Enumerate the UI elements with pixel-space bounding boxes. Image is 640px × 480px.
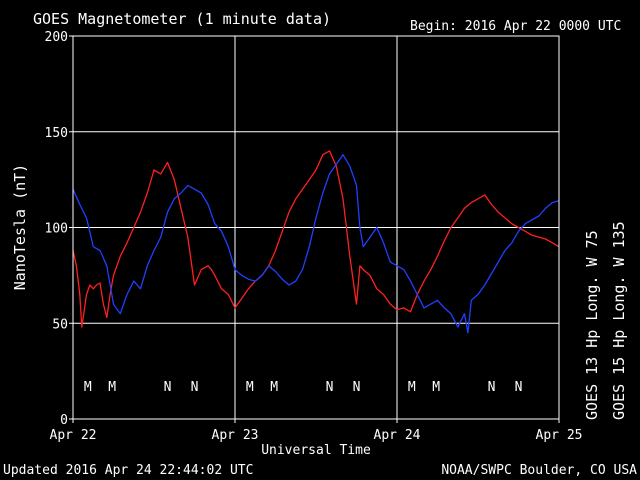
series-line-goes13 [72, 150, 560, 328]
legend-goes15: GOES 15 Hp Long. W 135 [610, 221, 628, 420]
y-tick-label: 200 [45, 30, 68, 45]
legend-goes13: GOES 13 Hp Long. W 75 [583, 230, 601, 420]
x-tick-label: Apr 24 [374, 428, 421, 443]
plot-frame [72, 35, 560, 420]
credit: NOAA/SWPC Boulder, CO USA [441, 463, 637, 478]
annotation-m: M [270, 380, 278, 395]
x-tick-labels: Apr 22 Apr 23 Apr 24 Apr 25 [50, 428, 583, 443]
annotation-n: N [488, 380, 496, 395]
chart-title: GOES Magnetometer (1 minute data) [33, 10, 331, 28]
y-tick-label: 150 [45, 126, 68, 141]
x-axis-label: Universal Time [261, 443, 371, 458]
y-tick-label: 100 [45, 222, 68, 237]
y-tick-labels: 0 50 100 150 200 [45, 30, 68, 428]
y-tick-label: 50 [52, 317, 68, 332]
annotation-m: M [408, 380, 416, 395]
annotation-n: N [191, 380, 199, 395]
annotation-n: N [353, 380, 361, 395]
annotation-m: M [108, 380, 116, 395]
grid-lines [69, 35, 560, 423]
x-tick-label: Apr 22 [50, 428, 97, 443]
updated-timestamp: Updated 2016 Apr 24 22:44:02 UTC [3, 463, 253, 478]
annotation-n: N [515, 380, 523, 395]
x-tick-label: Apr 25 [536, 428, 583, 443]
annotation-m: M [432, 380, 440, 395]
x-tick-label: Apr 23 [212, 428, 259, 443]
series-line-goes15 [72, 154, 560, 334]
series-lines [72, 150, 560, 334]
annotation-m: M [246, 380, 254, 395]
y-axis-label: NanoTesla (nT) [11, 164, 29, 290]
y-tick-label: 0 [60, 413, 68, 428]
annotation-m: M [84, 380, 92, 395]
annotation-n: N [326, 380, 334, 395]
begin-time: Begin: 2016 Apr 22 0000 UTC [410, 19, 621, 34]
annotation-n: N [164, 380, 172, 395]
